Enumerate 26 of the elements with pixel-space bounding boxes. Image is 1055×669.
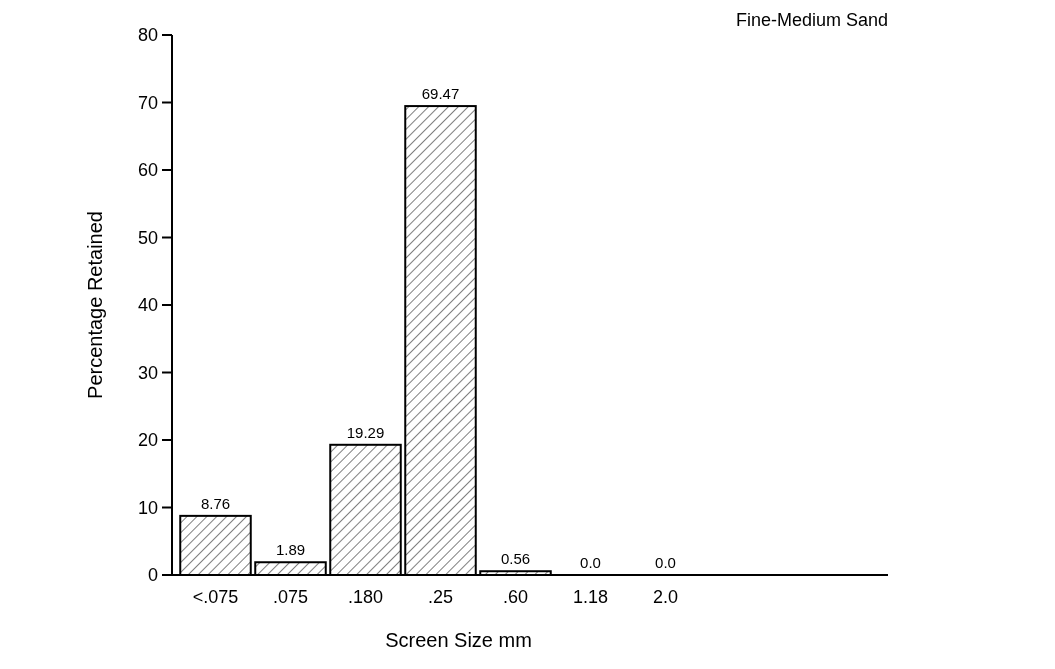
x-tick-label: .60 [502, 587, 529, 607]
data-label: 0.0 [655, 554, 676, 571]
y-tick-label: 0 [147, 565, 158, 586]
y-tick-label: 20 [137, 430, 158, 451]
y-tick-label: 70 [137, 92, 158, 113]
y-tick-label: 10 [137, 497, 158, 518]
y-tick-label: 80 [137, 25, 158, 46]
x-tick-label: .180 [347, 587, 384, 607]
x-tick-label: .075 [272, 587, 309, 607]
data-label: 0.0 [580, 554, 601, 571]
data-label: 1.89 [275, 541, 306, 559]
x-tick-label: <.075 [192, 587, 239, 607]
y-tick-label: 60 [137, 160, 158, 181]
y-tick-label: 40 [137, 295, 158, 316]
x-tick-label: .25 [427, 587, 454, 607]
x-tick-label: 2.0 [652, 587, 679, 607]
x-tick-label: 1.18 [572, 587, 609, 607]
y-axis-title: Percentage Retained [84, 211, 106, 399]
data-label: 0.56 [500, 550, 531, 568]
x-axis-title: Screen Size mm [385, 629, 532, 651]
text: Fine-Medium Sand [735, 10, 888, 30]
data-label: 19.29 [346, 423, 385, 441]
y-tick-label: 50 [137, 227, 158, 248]
data-label: 69.47 [421, 85, 460, 103]
data-label: 8.76 [200, 494, 231, 512]
y-tick-label: 30 [137, 362, 158, 383]
